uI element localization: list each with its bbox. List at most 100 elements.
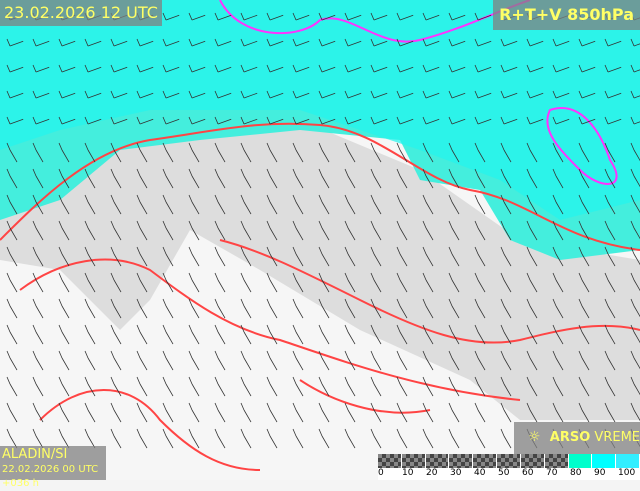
wind-barb bbox=[396, 116, 414, 125]
wind-barb bbox=[162, 272, 174, 293]
wind-barb bbox=[318, 116, 336, 125]
wind-barb bbox=[318, 220, 330, 241]
wind-barb bbox=[370, 402, 382, 423]
wind-barb bbox=[6, 90, 24, 99]
wind-barb bbox=[578, 142, 590, 163]
wind-barb bbox=[474, 168, 486, 189]
wind-barb bbox=[370, 168, 382, 189]
wind-barb bbox=[630, 116, 640, 125]
land-mass bbox=[0, 120, 640, 420]
wind-barb bbox=[318, 376, 330, 397]
wind-barb bbox=[526, 246, 538, 267]
wind-barb bbox=[6, 324, 18, 345]
wind-barb bbox=[162, 38, 180, 47]
wind-barb bbox=[552, 116, 570, 125]
wind-barb bbox=[292, 298, 304, 319]
wind-barb bbox=[500, 298, 512, 319]
wind-barb bbox=[604, 298, 616, 319]
wind-barb bbox=[344, 402, 356, 423]
wind-barb bbox=[32, 168, 44, 189]
wind-barb bbox=[110, 376, 122, 397]
wind-barb bbox=[344, 220, 356, 241]
wind-barb bbox=[396, 220, 408, 241]
wind-barb bbox=[448, 168, 460, 189]
wind-barb bbox=[188, 220, 200, 241]
wind-barb bbox=[448, 90, 466, 99]
wind-barb bbox=[552, 142, 564, 163]
wind-barb bbox=[110, 298, 122, 319]
brand-light: VREME bbox=[590, 430, 640, 445]
wind-barb bbox=[526, 350, 538, 371]
wind-barb bbox=[84, 272, 96, 293]
wind-barb bbox=[240, 168, 252, 189]
wind-barb bbox=[474, 272, 486, 293]
wind-barb bbox=[448, 194, 460, 215]
wind-barb bbox=[110, 38, 128, 47]
wind-barb bbox=[240, 272, 252, 293]
wind-barb bbox=[318, 272, 330, 293]
wind-barb bbox=[240, 116, 258, 125]
wind-barb bbox=[604, 246, 616, 267]
wind-barb bbox=[578, 38, 596, 47]
legend-swatch bbox=[449, 454, 473, 468]
wind-barb bbox=[604, 402, 616, 423]
wind-barb bbox=[136, 220, 148, 241]
wind-barb bbox=[84, 376, 96, 397]
wind-barb bbox=[32, 142, 44, 163]
wind-barb bbox=[396, 272, 408, 293]
wind-barb bbox=[552, 64, 570, 73]
wind-barb bbox=[266, 38, 284, 47]
wind-barb bbox=[578, 90, 596, 99]
wind-barb bbox=[344, 350, 356, 371]
wind-barb bbox=[474, 38, 492, 47]
wind-barb bbox=[630, 38, 640, 47]
wind-barb bbox=[188, 142, 200, 163]
wind-barb bbox=[162, 376, 174, 397]
wind-barb bbox=[188, 324, 200, 345]
wind-barb bbox=[32, 350, 44, 371]
wind-barb bbox=[474, 428, 486, 449]
wind-barb bbox=[474, 116, 492, 125]
wind-barb bbox=[58, 246, 70, 267]
wind-barb bbox=[526, 142, 538, 163]
wind-barb bbox=[526, 64, 544, 73]
wind-barb bbox=[292, 428, 304, 449]
wind-barb bbox=[500, 272, 512, 293]
wind-barb bbox=[448, 246, 460, 267]
wind-barb bbox=[214, 350, 226, 371]
wind-barb bbox=[422, 428, 434, 449]
wind-barb bbox=[474, 298, 486, 319]
wind-barb bbox=[552, 194, 564, 215]
wind-barb bbox=[162, 194, 174, 215]
wind-barb bbox=[6, 402, 18, 423]
wind-barb bbox=[318, 428, 330, 449]
wind-barb bbox=[58, 38, 76, 47]
wind-barb bbox=[526, 168, 538, 189]
wind-barb bbox=[396, 350, 408, 371]
brand-bold: ARSO bbox=[549, 430, 591, 445]
wind-barb bbox=[422, 116, 440, 125]
wind-barb bbox=[370, 220, 382, 241]
wind-barb bbox=[58, 298, 70, 319]
wind-barb bbox=[58, 376, 70, 397]
wind-barb bbox=[58, 350, 70, 371]
wind-barb bbox=[214, 376, 226, 397]
wind-barb bbox=[266, 194, 278, 215]
wind-barb bbox=[396, 12, 414, 21]
wind-barb bbox=[578, 402, 590, 423]
wind-barb bbox=[448, 376, 460, 397]
wind-barb bbox=[292, 194, 304, 215]
wind-barb bbox=[370, 194, 382, 215]
wind-barb bbox=[552, 376, 564, 397]
wind-barb bbox=[448, 12, 466, 21]
sun-cloud-icon: ☼ bbox=[528, 429, 541, 445]
wind-barb bbox=[500, 142, 512, 163]
wind-barb bbox=[58, 194, 70, 215]
wind-barb bbox=[110, 90, 128, 99]
wind-barb bbox=[84, 142, 96, 163]
wind-barb bbox=[214, 142, 226, 163]
wind-barb bbox=[578, 376, 590, 397]
wind-barb bbox=[188, 428, 200, 449]
wind-barb bbox=[422, 38, 440, 47]
wind-barb bbox=[318, 298, 330, 319]
